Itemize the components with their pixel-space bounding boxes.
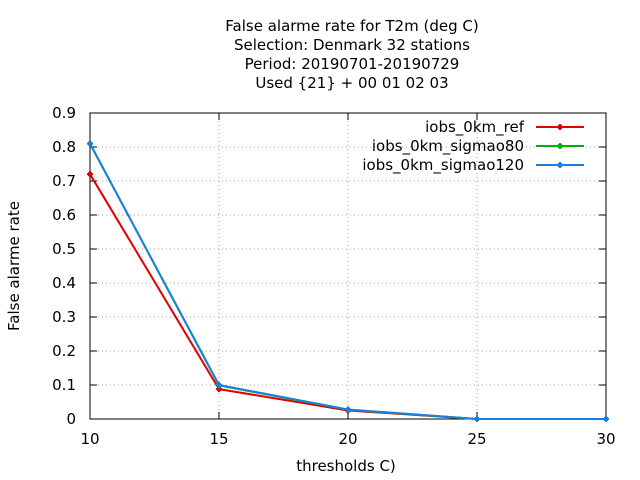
chart-title-line: Used {21} + 00 01 02 03: [255, 74, 448, 92]
grid: [90, 113, 606, 419]
chart-title-line: Period: 20190701-20190729: [245, 55, 460, 73]
data-point: [474, 416, 480, 422]
y-tick-label: 0.6: [52, 206, 76, 224]
x-tick-labels: 10 15 20 25 30: [80, 430, 615, 448]
y-axis-label: False alarme rate: [5, 201, 23, 331]
x-tick-label: 20: [338, 430, 357, 448]
y-tick-label: 0.4: [52, 274, 76, 292]
y-tick-label: 0: [66, 410, 76, 428]
data-point: [603, 416, 609, 422]
series-iobs_0km_sigmao120: [87, 140, 609, 422]
chart-title-line: Selection: Denmark 32 stations: [234, 36, 470, 54]
legend-item: iobs_0km_ref: [425, 118, 584, 137]
data-point: [345, 406, 351, 413]
x-axis-label: thresholds C): [296, 457, 396, 475]
y-tick-label: 0.1: [52, 376, 76, 394]
series-line: [89, 173, 606, 420]
y-tick-label: 0.9: [52, 104, 76, 122]
data-point: [216, 382, 222, 388]
x-tick-label: 30: [596, 430, 615, 448]
x-tick-label: 10: [80, 430, 99, 448]
legend-label: iobs_0km_sigmao120: [362, 156, 524, 175]
x-tick-label: 25: [467, 430, 486, 448]
legend-item: iobs_0km_sigmao120: [362, 156, 584, 175]
data-point: [87, 140, 93, 147]
y-tick-label: 0.8: [52, 138, 76, 156]
legend-item: iobs_0km_sigmao80: [372, 137, 584, 156]
chart-title: False alarme rate for T2m (deg C)Selecti…: [225, 17, 478, 92]
axis-ticks: [89, 112, 607, 420]
y-tick-labels: 0 0.1 0.2 0.3 0.4 0.5 0.6 0.7 0.8 0.9: [52, 104, 76, 428]
x-tick-label: 15: [209, 430, 228, 448]
legend-label: iobs_0km_sigmao80: [372, 137, 524, 156]
y-tick-label: 0.3: [52, 308, 76, 326]
legend: iobs_0km_refiobs_0km_sigmao80iobs_0km_si…: [362, 118, 584, 175]
legend-label: iobs_0km_ref: [425, 118, 525, 137]
y-tick-label: 0.7: [52, 172, 76, 190]
y-tick-label: 0.2: [52, 342, 76, 360]
y-tick-label: 0.5: [52, 240, 76, 258]
series-lines: [87, 140, 609, 422]
series-iobs_0km_ref: [87, 171, 609, 422]
data-point: [87, 171, 93, 178]
chart-title-line: False alarme rate for T2m (deg C): [225, 17, 478, 35]
